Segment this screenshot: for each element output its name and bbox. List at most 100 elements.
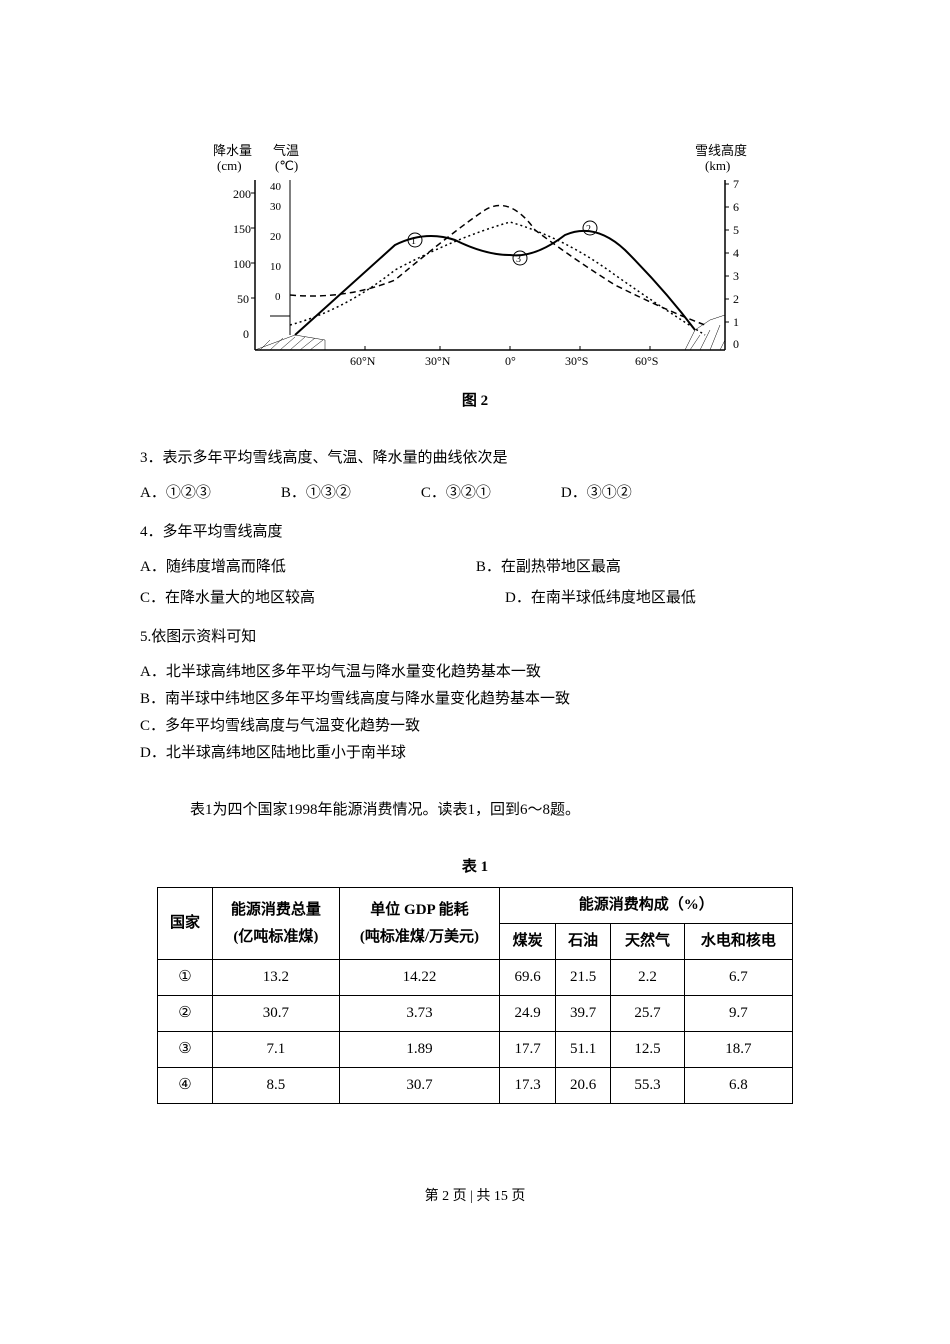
cell-total: 30.7 (213, 996, 339, 1032)
cell-total: 8.5 (213, 1068, 339, 1104)
q4-optC: C．在降水量大的地区较高 (140, 585, 315, 612)
q5-text: 5.依图示资料可知 (140, 624, 810, 651)
right-tick: 5 (733, 223, 739, 237)
th-total-l1: 能源消费总量 (221, 897, 330, 924)
temp-tick: 40 (270, 181, 282, 193)
th-hydro: 水电和核电 (684, 924, 793, 960)
temp-tick: 30 (270, 201, 282, 213)
question-3: 3．表示多年平均雪线高度、气温、降水量的曲线依次是 A．①②③ B．①③② C．… (140, 445, 810, 507)
cell-country: ② (157, 996, 213, 1032)
temp-unit: (℃) (275, 158, 298, 173)
x-tick: 60°S (635, 354, 658, 368)
cell-country: ① (157, 960, 213, 996)
x-tick: 0° (505, 354, 516, 368)
x-tick: 30°N (425, 354, 451, 368)
precip-unit: (cm) (217, 158, 242, 173)
q5-optB: B．南半球中纬地区多年平均雪线高度与降水量变化趋势基本一致 (140, 686, 810, 713)
table-row: ② 30.7 3.73 24.9 39.7 25.7 9.7 (157, 996, 793, 1032)
th-coal: 煤炭 (500, 924, 556, 960)
cell-total: 13.2 (213, 960, 339, 996)
cell-hydro: 6.8 (684, 1068, 793, 1104)
q3-options: A．①②③ B．①③② C．③②① D．③①② (140, 480, 810, 507)
cell-country: ③ (157, 1032, 213, 1068)
cell-coal: 17.7 (500, 1032, 556, 1068)
cell-hydro: 18.7 (684, 1032, 793, 1068)
context-text: 表1为四个国家1998年能源消费情况。读表1，回到6～8题。 (190, 797, 810, 824)
temp-tick: 20 (270, 231, 282, 243)
chart-container: 降水量 (cm) 气温 (℃) 雪线高度 (km) 200 150 100 50… (195, 140, 755, 415)
chart-caption: 图 2 (195, 388, 755, 415)
q4-row1: A．随纬度增高而降低 B．在副热带地区最高 (140, 554, 810, 581)
cell-hydro: 9.7 (684, 996, 793, 1032)
chart-figure: 降水量 (cm) 气温 (℃) 雪线高度 (km) 200 150 100 50… (195, 140, 755, 380)
precip-label: 降水量 (213, 143, 252, 158)
snowline-unit: (km) (705, 158, 730, 173)
cell-coal: 24.9 (500, 996, 556, 1032)
precip-tick: 100 (233, 257, 251, 271)
x-tick: 60°N (350, 354, 376, 368)
cell-gas: 12.5 (611, 1032, 684, 1068)
cell-gdp: 30.7 (339, 1068, 500, 1104)
q3-text: 3．表示多年平均雪线高度、气温、降水量的曲线依次是 (140, 445, 810, 472)
cell-oil: 20.6 (555, 1068, 611, 1104)
marker-1: 1 (411, 236, 416, 247)
precip-tick: 200 (233, 187, 251, 201)
cell-gdp: 14.22 (339, 960, 500, 996)
temp-label: 气温 (273, 143, 299, 158)
th-total: 能源消费总量 (亿吨标准煤) (213, 888, 339, 960)
th-oil: 石油 (555, 924, 611, 960)
th-gdp-l2: (吨标准煤/万美元) (348, 924, 492, 951)
precip-tick: 50 (237, 292, 249, 306)
q3-optC: C．③②① (421, 480, 491, 507)
cell-oil: 39.7 (555, 996, 611, 1032)
temp-tick: 10 (270, 261, 282, 273)
q5-optD: D．北半球高纬地区陆地比重小于南半球 (140, 740, 810, 767)
temp-tick: 0 (275, 291, 281, 303)
right-tick: 4 (733, 246, 739, 260)
right-tick: 1 (733, 315, 739, 329)
cell-oil: 51.1 (555, 1032, 611, 1068)
q3-optB: B．①③② (281, 480, 351, 507)
table-header-row: 国家 能源消费总量 (亿吨标准煤) 单位 GDP 能耗 (吨标准煤/万美元) 能… (157, 888, 793, 924)
table-row: ③ 7.1 1.89 17.7 51.1 12.5 18.7 (157, 1032, 793, 1068)
cell-gas: 55.3 (611, 1068, 684, 1104)
q4-row2: C．在降水量大的地区较高 D．在南半球低纬度地区最低 (140, 585, 810, 612)
cell-gdp: 3.73 (339, 996, 500, 1032)
question-4: 4．多年平均雪线高度 A．随纬度增高而降低 B．在副热带地区最高 C．在降水量大… (140, 519, 810, 612)
cell-oil: 21.5 (555, 960, 611, 996)
th-gdp: 单位 GDP 能耗 (吨标准煤/万美元) (339, 888, 500, 960)
right-tick: 6 (733, 200, 739, 214)
snowline-label: 雪线高度 (695, 143, 747, 158)
th-group: 能源消费构成（%） (500, 888, 793, 924)
cell-gdp: 1.89 (339, 1032, 500, 1068)
right-tick: 7 (733, 177, 739, 191)
right-tick: 3 (733, 269, 739, 283)
q5-optC: C．多年平均雪线高度与气温变化趋势一致 (140, 713, 810, 740)
table-row: ④ 8.5 30.7 17.3 20.6 55.3 6.8 (157, 1068, 793, 1104)
marker-3: 3 (516, 254, 521, 265)
cell-hydro: 6.7 (684, 960, 793, 996)
q3-optA: A．①②③ (140, 480, 211, 507)
chart-svg: 降水量 (cm) 气温 (℃) 雪线高度 (km) 200 150 100 50… (195, 140, 755, 380)
th-gas: 天然气 (611, 924, 684, 960)
th-country: 国家 (157, 888, 213, 960)
table-caption: 表 1 (140, 854, 810, 881)
th-total-l2: (亿吨标准煤) (221, 924, 330, 951)
energy-table: 国家 能源消费总量 (亿吨标准煤) 单位 GDP 能耗 (吨标准煤/万美元) 能… (157, 887, 794, 1104)
q4-text: 4．多年平均雪线高度 (140, 519, 810, 546)
page-footer: 第 2 页 | 共 15 页 (140, 1184, 810, 1209)
right-tick: 0 (733, 337, 739, 351)
cell-coal: 69.6 (500, 960, 556, 996)
cell-gas: 2.2 (611, 960, 684, 996)
th-gdp-l1: 单位 GDP 能耗 (348, 897, 492, 924)
right-tick: 2 (733, 292, 739, 306)
q3-optD: D．③①② (561, 480, 632, 507)
marker-2: 2 (586, 224, 591, 235)
precip-tick: 0 (243, 327, 249, 341)
q4-optB: B．在副热带地区最高 (476, 554, 621, 581)
question-5: 5.依图示资料可知 A．北半球高纬地区多年平均气温与降水量变化趋势基本一致 B．… (140, 624, 810, 767)
cell-coal: 17.3 (500, 1068, 556, 1104)
q5-optA: A．北半球高纬地区多年平均气温与降水量变化趋势基本一致 (140, 659, 810, 686)
x-tick: 30°S (565, 354, 588, 368)
cell-country: ④ (157, 1068, 213, 1104)
